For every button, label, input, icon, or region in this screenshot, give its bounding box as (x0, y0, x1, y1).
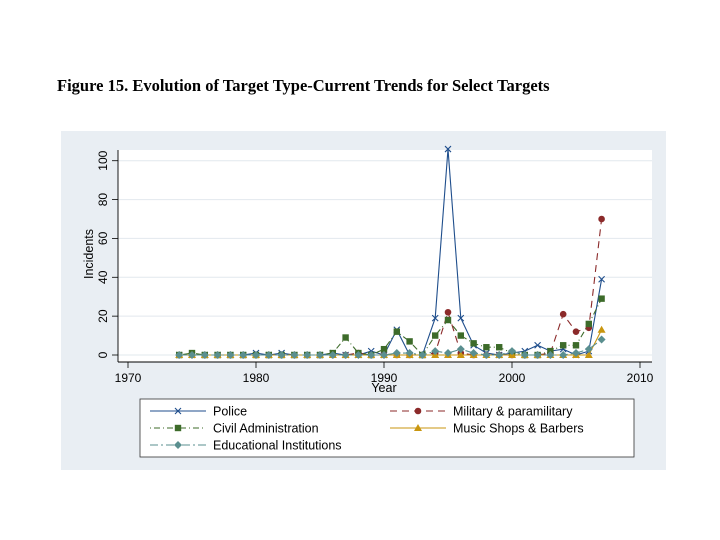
data-point (444, 145, 452, 153)
data-point (213, 351, 222, 359)
data-point (597, 325, 606, 333)
x-tick-label: 2010 (627, 371, 654, 385)
data-point (367, 351, 376, 359)
data-point (316, 351, 324, 359)
y-tick-label: 100 (96, 150, 110, 170)
legend: Police Military & paramilitary Civil Admin… (150, 405, 584, 453)
figure-title: Figure 15. Evolution of Target Type-Curr… (57, 76, 550, 95)
data-point (483, 344, 490, 351)
y-tick-label: 80 (96, 193, 110, 207)
plot-area (118, 150, 652, 362)
legend-label: Educational Institutions (213, 439, 342, 453)
data-point (290, 351, 299, 359)
data-point (431, 347, 440, 356)
data-point (572, 349, 580, 358)
data-point (559, 310, 567, 318)
data-point (546, 351, 555, 359)
data-point (572, 328, 580, 335)
data-point (444, 349, 452, 358)
series-group (175, 145, 606, 359)
data-point (200, 351, 209, 359)
data-point (342, 334, 349, 341)
legend-item: Educational Institutions (150, 439, 342, 453)
data-point (444, 308, 452, 316)
data-point (560, 342, 567, 349)
legend-label: Civil Administration (213, 422, 319, 436)
legend-box (139, 398, 635, 458)
data-point (418, 351, 427, 359)
data-point (496, 344, 503, 351)
data-point (188, 351, 196, 359)
legend-item: Music Shops & Barbers (390, 422, 584, 436)
data-point (456, 345, 465, 354)
data-point (328, 351, 337, 359)
data-point (277, 351, 286, 359)
data-point (598, 275, 605, 283)
series-line (179, 339, 602, 356)
legend-item: Police (150, 405, 247, 419)
x-tick-label: 1980 (243, 371, 270, 385)
legend-item: Civil Administration (150, 422, 319, 436)
legend-label: Music Shops & Barbers (453, 422, 584, 436)
data-point (598, 215, 605, 223)
data-point (469, 349, 478, 358)
legend-marker (414, 424, 422, 431)
data-point (264, 351, 273, 359)
data-point (354, 351, 363, 359)
legend-marker (174, 441, 182, 449)
data-point (380, 351, 388, 359)
x-tick-label: 1990 (371, 371, 398, 385)
data-point (584, 345, 593, 354)
data-point (393, 328, 400, 335)
data-point (380, 345, 388, 353)
data-point (444, 316, 452, 324)
series-line (179, 149, 603, 356)
data-point (341, 351, 350, 359)
data-point (226, 351, 235, 359)
data-point (239, 351, 248, 359)
data-point (559, 351, 568, 359)
data-point (175, 351, 184, 359)
data-point (584, 351, 593, 358)
data-point (406, 338, 413, 345)
legend-marker (174, 424, 182, 432)
y-axis-label: Incidents (82, 229, 96, 279)
data-point (495, 351, 504, 359)
series-educational-institutions (175, 335, 606, 359)
data-point (470, 340, 477, 347)
legend-marker (174, 407, 182, 415)
data-point (520, 351, 529, 359)
x-axis-label: Year (371, 381, 396, 395)
y-tick-label: 60 (96, 231, 110, 245)
data-point (457, 314, 465, 322)
data-point (533, 351, 542, 359)
legend-marker (414, 407, 422, 415)
data-point (597, 335, 606, 344)
data-point (534, 341, 541, 349)
data-point (303, 351, 312, 359)
data-point (405, 349, 414, 358)
y-tick-label: 40 (96, 270, 110, 284)
data-point (431, 314, 439, 322)
data-point (457, 332, 464, 339)
legend-label: Police (213, 405, 247, 419)
data-point (508, 347, 516, 356)
data-point (252, 351, 260, 359)
data-point (456, 351, 465, 358)
data-point (572, 342, 580, 349)
axes: 0 20 40 60 80 100 1970 1980 1990 2000 2010 (96, 150, 654, 385)
data-point (482, 351, 491, 359)
data-point (598, 295, 605, 302)
x-tick-label: 2000 (499, 371, 526, 385)
x-tick-label: 1970 (115, 371, 142, 385)
legend-label: Military & paramilitary (453, 405, 573, 419)
legend-item: Military & paramilitary (390, 405, 573, 419)
y-tick-label: 0 (96, 351, 110, 358)
data-point (392, 349, 401, 358)
y-tick-label: 20 (96, 309, 110, 323)
data-point (585, 320, 592, 328)
data-point (432, 332, 439, 339)
